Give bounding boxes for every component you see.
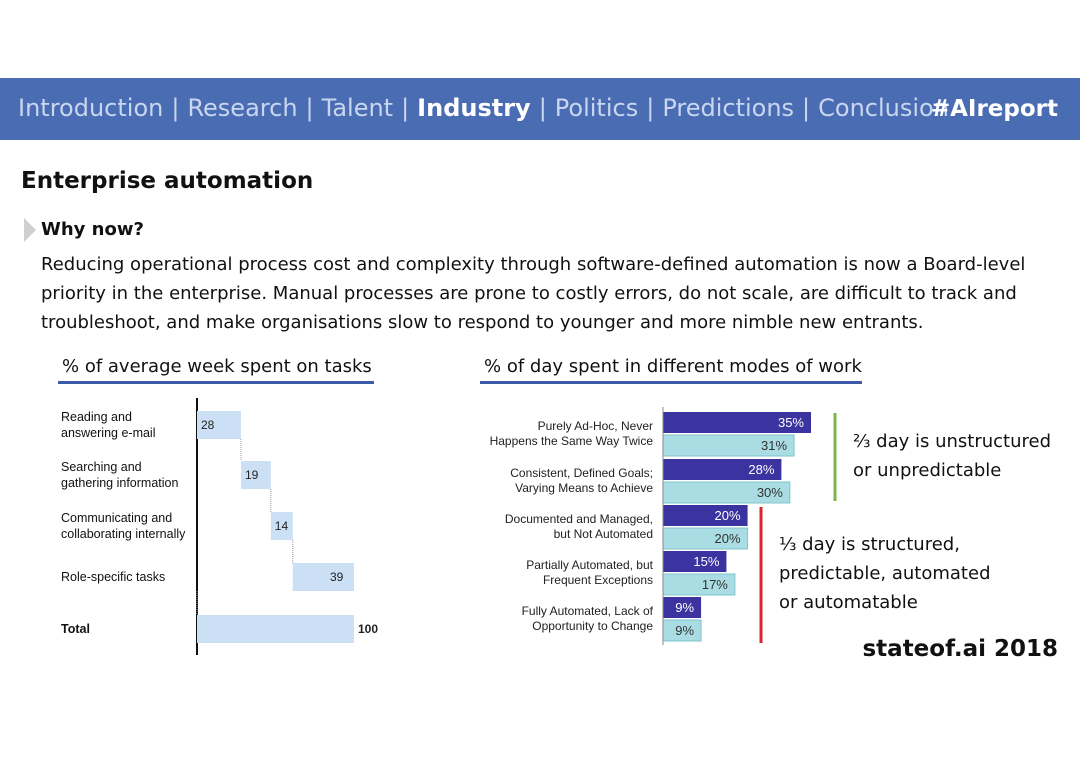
modes-value-label: 15% [693,554,719,569]
footer-brand: stateof.ai 2018 [862,636,1058,662]
modes-category-line: Purely Ad-Hoc, Never [538,419,653,433]
why-now-heading: Why now? [41,219,144,240]
nav-item-industry[interactable]: Industry [417,94,531,122]
modes-bar-chart: 35% 31% Purely Ad-Hoc, Never Happens the Sa… [490,407,811,645]
modes-bar-dark [663,459,782,480]
modes-category-label: Purely Ad-Hoc, Never Happens the Same Way… [490,419,654,448]
nav-items: Introduction | Research | Talent | Industry | Po… [18,94,949,122]
modes-category-label: Fully Automated, Lack of Opportunity to C… [522,604,654,633]
week-category-line: Reading and [61,410,132,424]
page-title: Enterprise automation [21,168,314,194]
nav-separator: | [538,94,547,122]
week-category-line: gathering information [61,476,178,490]
note-line: predictable, automated [779,563,991,584]
nav-item-politics[interactable]: Politics [554,94,639,122]
modes-bar-dark [663,551,727,572]
nav-separator: | [802,94,811,122]
week-bar [240,461,271,489]
hashtag: #AIreport [930,96,1058,122]
why-now-body: Reducing operational process cost and co… [41,250,1051,337]
modes-category-line: Happens the Same Way Twice [490,434,654,448]
nav-separator: | [646,94,655,122]
modes-category-label: Partially Automated, but Frequent Excepti… [526,558,653,587]
nav-separator: | [171,94,180,122]
week-bar [197,615,354,643]
modes-category-line: Fully Automated, Lack of [522,604,654,618]
nav-separator: | [401,94,410,122]
nav-item-conclusion[interactable]: Conclusion [818,94,949,122]
modes-category-line: but Not Automated [554,527,653,541]
modes-value-label: 31% [761,438,787,453]
week-value-label: 28 [201,418,215,432]
modes-category-label: Documented and Managed, but Not Automated [505,512,653,541]
unstructured-note: ⅔ day is unstructured or unpredictable [853,427,1051,485]
modes-value-label: 30% [757,485,783,500]
nav-separator: | [305,94,314,122]
modes-value-label: 28% [748,462,774,477]
nav-item-research[interactable]: Research [187,94,298,122]
modes-category-line: Partially Automated, but [526,558,653,572]
week-category-line: answering e-mail [61,426,155,440]
modes-category-line: Opportunity to Change [532,619,653,633]
week-bar [270,512,293,540]
week-value-label: 19 [245,468,259,482]
week-value-label: 14 [275,519,289,533]
modes-chart-title: % of day spent in different modes of wor… [480,356,862,384]
week-category-label: Communicating and collaborating internall… [61,511,186,541]
week-category-line: Total [61,622,90,636]
note-line: ⅓ day is structured, [779,534,960,555]
modes-bar-dark [663,412,811,433]
top-navigation: Introduction | Research | Talent | Industry | Po… [0,78,1080,140]
week-category-line: collaborating internally [61,527,186,541]
week-bar [197,411,241,439]
note-line: or unpredictable [853,460,1002,481]
modes-value-label: 9% [675,600,694,615]
modes-value-label: 17% [702,577,728,592]
modes-value-label: 35% [778,415,804,430]
week-category-label: Reading and answering e-mail [61,410,155,440]
week-category-label: Total [61,622,90,636]
modes-category-line: Varying Means to Achieve [515,481,653,495]
week-value-label: 39 [330,570,344,584]
body-line: Reducing operational process cost and co… [41,254,1026,275]
week-category-label: Role-specific tasks [61,570,165,584]
modes-category-label: Consistent, Defined Goals; Varying Means … [510,466,653,495]
modes-bar-dark [663,597,702,618]
week-category-line: Searching and [61,460,142,474]
week-bar [292,563,354,591]
week-category-label: Searching and gathering information [61,460,178,490]
bullet-arrow-icon [24,218,36,242]
note-line: or automatable [779,592,918,613]
brackets [759,413,837,643]
nav-item-talent[interactable]: Talent [321,94,394,122]
modes-value-label: 9% [675,623,694,638]
modes-category-line: Documented and Managed, [505,512,653,526]
week-waterfall-chart: 28 Reading and answering e-mail 19 Searching… [61,398,378,655]
modes-value-label: 20% [715,531,741,546]
nav-item-introduction[interactable]: Introduction [18,94,164,122]
week-value-label: 100 [358,622,378,636]
modes-category-line: Frequent Exceptions [543,573,653,587]
body-line: troubleshoot, and make organisations slo… [41,312,924,333]
week-category-line: Communicating and [61,511,172,525]
modes-value-label: 20% [715,508,741,523]
week-category-line: Role-specific tasks [61,570,165,584]
modes-category-line: Consistent, Defined Goals; [510,466,653,480]
body-line: priority in the enterprise. Manual proce… [41,283,1017,304]
week-chart-title: % of average week spent on tasks [58,356,374,384]
modes-bar-dark [663,505,748,526]
nav-item-predictions[interactable]: Predictions [662,94,795,122]
structured-note: ⅓ day is structured, predictable, automa… [779,530,991,617]
note-line: ⅔ day is unstructured [853,431,1052,452]
